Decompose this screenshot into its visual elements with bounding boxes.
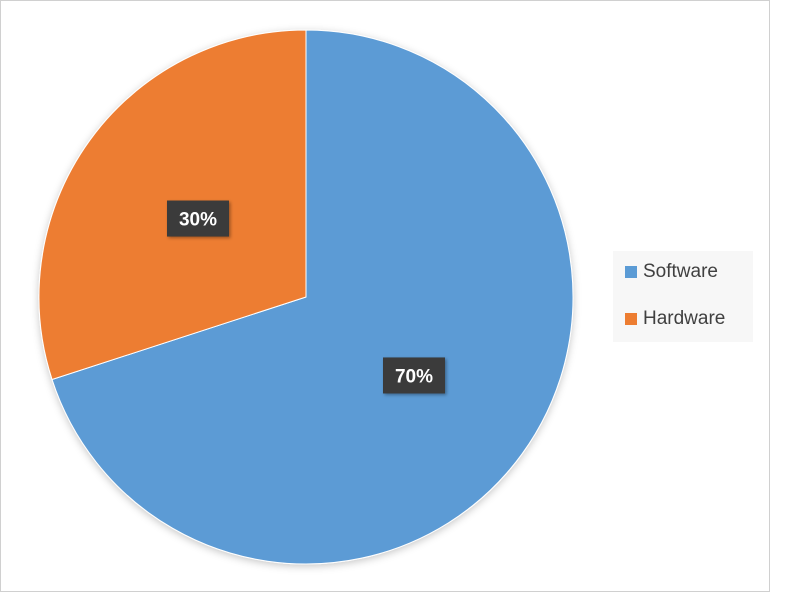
- legend-swatch-hardware: [625, 313, 637, 325]
- legend-swatch-software: [625, 266, 637, 278]
- data-label-software: 70%: [383, 357, 446, 394]
- data-label-text: 70%: [395, 366, 433, 387]
- data-label-box: [383, 357, 446, 394]
- pie-chart: 70% 30%: [38, 29, 574, 565]
- data-label-box: [166, 200, 229, 237]
- pie-slice-software: [51, 29, 574, 565]
- data-label-text: 30%: [179, 210, 217, 231]
- legend-item-software: Software: [625, 260, 753, 284]
- legend-item-hardware: Hardware: [625, 307, 753, 331]
- legend-label-hardware: Hardware: [643, 308, 726, 329]
- legend-label-software: Software: [643, 261, 718, 282]
- data-label-hardware: 30%: [166, 200, 229, 237]
- chart-legend: Software Hardware: [613, 251, 753, 342]
